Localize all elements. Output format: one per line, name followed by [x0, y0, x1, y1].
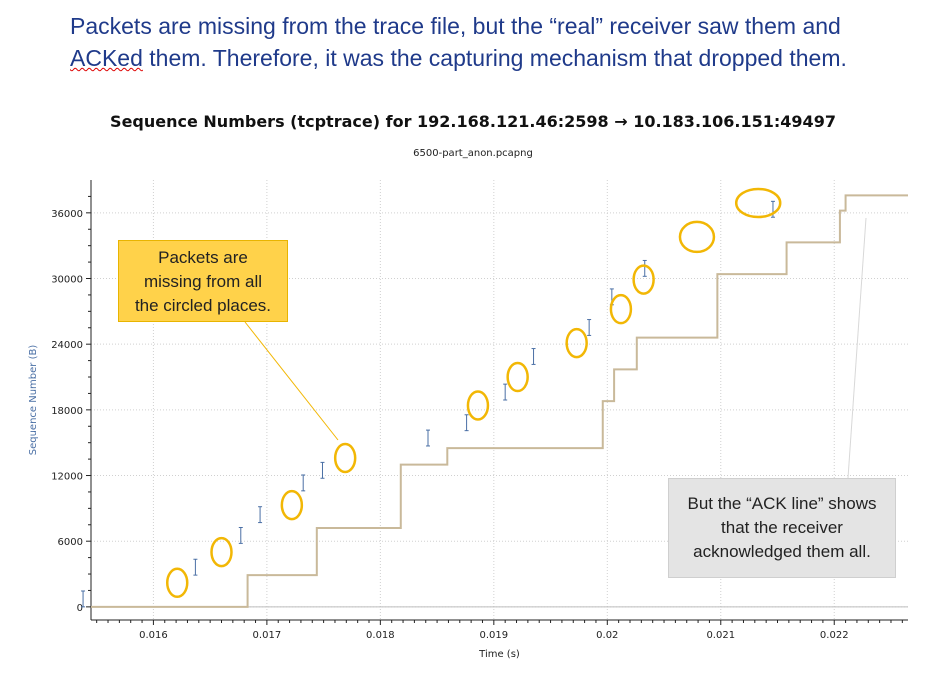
ack-step-line: [91, 194, 908, 608]
x-tick-label: 0.018: [366, 630, 395, 641]
y-tick-label: 6000: [58, 537, 83, 548]
y-tick-label: 12000: [51, 472, 83, 483]
missing-packet-circle: [333, 442, 357, 474]
ack-callout-line-2: that the receiver: [721, 518, 843, 537]
x-tick-label: 0.019: [480, 630, 509, 641]
ack-callout-line-3: acknowledged them all.: [693, 542, 871, 561]
chart-title: Sequence Numbers (tcptrace) for 192.168.…: [110, 112, 836, 131]
missing-packet-circle: [165, 567, 189, 599]
x-tick-label: 0.016: [139, 630, 168, 641]
x-axis-label: Time (s): [478, 649, 520, 660]
y-axis-label: Sequence Number (B): [28, 345, 39, 456]
x-tick-label: 0.022: [820, 630, 849, 641]
missing-packet-circle: [565, 327, 588, 359]
missing-callout-pointer: [244, 321, 339, 441]
ack-line-callout: But the “ACK line” shows that the receiv…: [668, 478, 896, 578]
y-tick-label: 30000: [51, 275, 83, 286]
headline-line-2-rest: them. Therefore, it was the capturing me…: [142, 45, 847, 71]
y-tick-label: 18000: [51, 406, 83, 417]
missing-packet-circle: [678, 220, 716, 254]
missing-packet-circle: [632, 264, 655, 295]
missing-callout-line-3: the circled places.: [134, 296, 272, 315]
missing-packet-circle: [280, 489, 304, 521]
chart-subtitle: 6500-part_anon.pcapng: [413, 148, 533, 159]
missing-packet-circle: [210, 536, 233, 568]
slide-headline: Packets are missing from the trace file,…: [70, 10, 930, 74]
y-tick-label: 36000: [51, 209, 83, 220]
x-tick-label: 0.021: [706, 630, 735, 641]
ack-callout-line-1: But the “ACK line” shows: [687, 494, 877, 513]
headline-acked-word: ACKed: [70, 45, 143, 71]
x-tick-label: 0.017: [253, 630, 282, 641]
y-tick-label: 0: [77, 603, 83, 614]
missing-packet-circle: [734, 187, 782, 219]
missing-packet-circle: [466, 390, 490, 421]
x-tick-label: 0.02: [596, 630, 618, 641]
missing-packet-circle: [609, 293, 633, 325]
missing-packet-circle: [506, 361, 529, 393]
missing-callout-line-2: missing from all: [143, 272, 263, 291]
headline-line-1: Packets are missing from the trace file,…: [70, 13, 841, 39]
missing-callout-line-1: Packets are: [158, 248, 248, 267]
y-tick-label: 24000: [51, 340, 83, 351]
ack-callout-pointer: [847, 217, 867, 479]
headline-line-2: ACKed them. Therefore, it was the captur…: [70, 42, 930, 74]
missing-packets-callout: Packets are missing from all the circled…: [118, 240, 288, 322]
